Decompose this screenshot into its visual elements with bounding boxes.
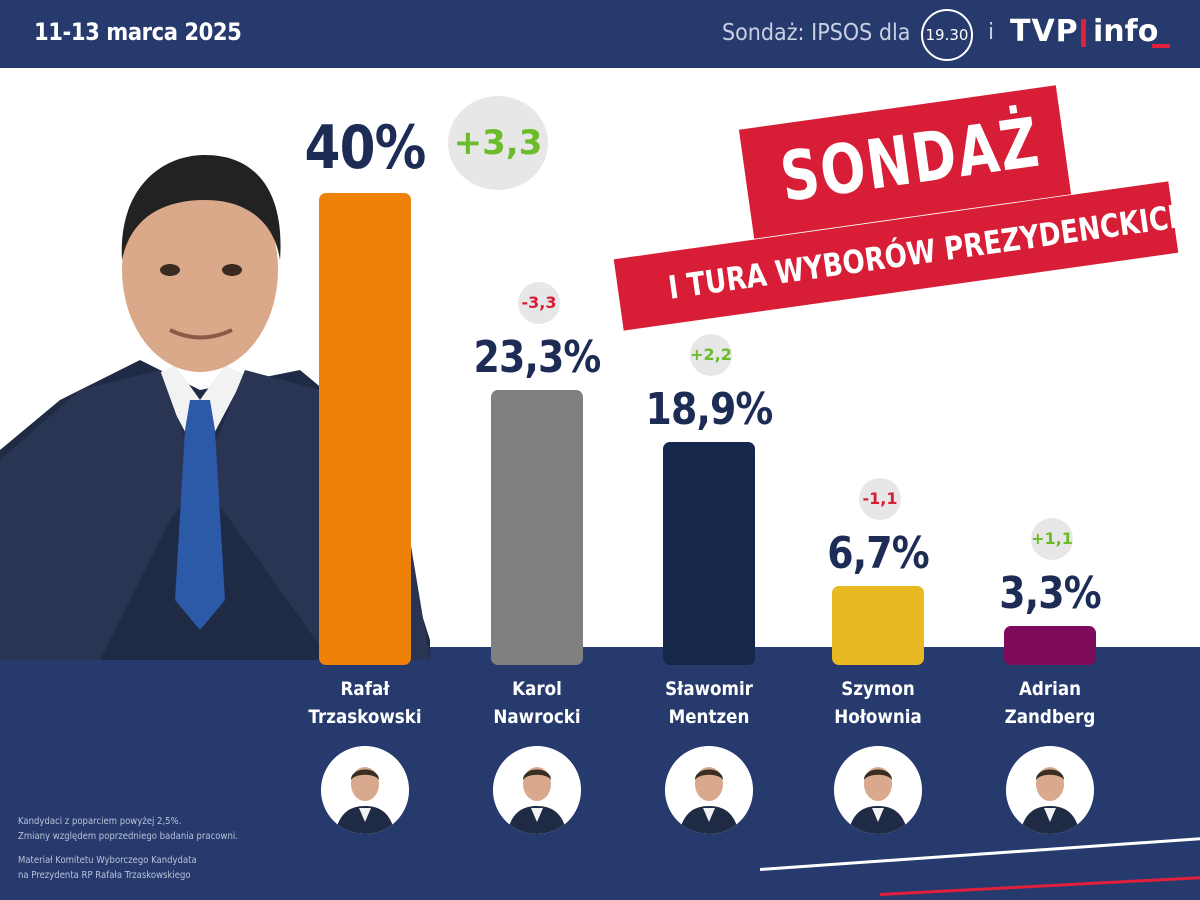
candidate-avatar-icon-mentzen: [665, 746, 753, 834]
info-logo: info: [1093, 14, 1159, 49]
value-label-nawrocki: 23,3%: [473, 332, 602, 384]
candidate-avatar-icon-zandberg: [1006, 746, 1094, 834]
value-label-mentzen: 18,9%: [645, 383, 774, 435]
change-badge-holownia: -1,1: [859, 477, 901, 520]
footnote-committee: Materiał Komitetu Wyborczego Kandydata: [18, 855, 197, 866]
candidate-name-holownia: Szymon Hołownia: [834, 678, 922, 728]
footnote-threshold: Kandydaci z poparciem powyżej 2,5%.: [18, 816, 182, 827]
poll-date: 11-13 marca 2025: [34, 18, 242, 46]
bar-trzaskowski: [319, 193, 411, 665]
candidate-name-nawrocki: Karol Nawrocki: [493, 678, 581, 728]
bar-holownia: [832, 585, 924, 665]
bar-zandberg: [1004, 626, 1096, 665]
candidate-avatar-icon-trzaskowski: [321, 746, 409, 834]
bottom-band: [0, 647, 1200, 900]
poll-source-label: Sondaż: IPSOS dla: [721, 20, 910, 46]
change-badge-zandberg: +1,1: [1031, 518, 1073, 561]
tvp-logo-separator: [1081, 19, 1086, 47]
value-label-holownia: 6,7%: [827, 527, 929, 579]
footnote-candidate: na Prezydenta RP Rafała Trzaskowskiego: [18, 870, 191, 881]
change-badge-trzaskowski: +3,3: [448, 96, 548, 190]
candidate-avatar-icon-holownia: [834, 746, 922, 834]
bar-nawrocki: [491, 390, 583, 665]
value-label-trzaskowski: 40%: [304, 113, 427, 183]
channel-1930-logo: 19.30: [921, 9, 973, 61]
tvp-logo-underline: [1152, 44, 1170, 48]
footnotes: Kandydaci z poparciem powyżej 2,5%. Zmia…: [18, 814, 238, 883]
candidate-avatar-icon-nawrocki: [493, 746, 581, 834]
change-badge-mentzen: +2,2: [690, 333, 732, 376]
bar-mentzen: [663, 441, 755, 665]
candidate-name-trzaskowski: Rafał Trzaskowski: [308, 678, 422, 728]
conjunction-text: i: [988, 20, 995, 45]
header-bar: 11-13 marca 2025 Sondaż: IPSOS dla 19.30…: [0, 0, 1200, 68]
footnote-changes: Zmiany względem poprzedniego badania pra…: [18, 831, 238, 842]
candidate-name-zandberg: Adrian Zandberg: [1004, 678, 1096, 728]
value-label-zandberg: 3,3%: [999, 568, 1101, 620]
tvp-logo: TVP: [1010, 14, 1079, 49]
candidate-name-mentzen: Sławomir Mentzen: [665, 678, 753, 728]
change-badge-nawrocki: -3,3: [518, 282, 560, 325]
